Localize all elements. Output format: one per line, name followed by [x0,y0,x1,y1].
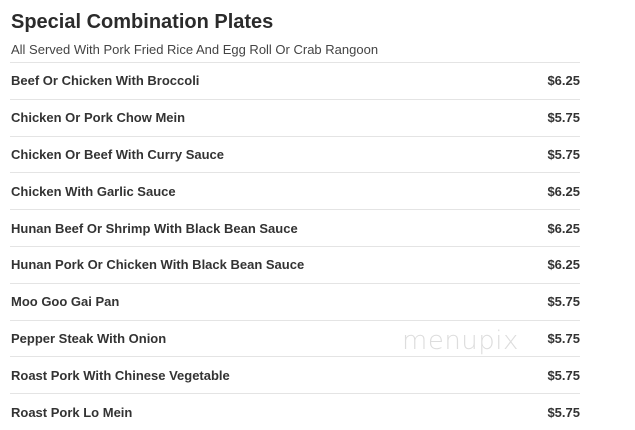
menu-item: Pepper Steak With Onion $5.75 [10,319,580,357]
menu-item: Beef Or Chicken With Broccoli $6.25 [10,62,580,99]
menu-item: Roast Pork Lo Mein $5.75 [10,393,580,430]
menu-item-name: Pepper Steak With Onion [11,330,167,346]
menu-item-name: Chicken Or Pork Chow Mein [11,110,186,126]
menu-item-price: $6.25 [547,73,580,89]
menu-item: Chicken Or Pork Chow Mein $5.75 [10,98,580,136]
watermark-logo: menupix [402,326,519,356]
menu-item-list: Beef Or Chicken With Broccoli $6.25 Chicke… [10,62,580,430]
menu-item-price: $5.75 [547,404,580,420]
section-title: Special Combination Plates [11,11,274,33]
menu-item-name: Roast Pork Lo Mein [11,404,133,420]
menu-item-name: Roast Pork With Chinese Vegetable [11,367,230,383]
menu-item-price: $6.25 [547,257,580,273]
menu-item-name: Chicken With Garlic Sauce [11,183,176,199]
menu-item: Roast Pork With Chinese Vegetable $5.75 [10,356,580,393]
menu-item-price: $5.75 [547,146,580,162]
menu-item-price: $5.75 [547,367,580,383]
menu-item: Chicken With Garlic Sauce $6.25 [10,172,580,209]
menu-item-name: Beef Or Chicken With Broccoli [11,73,200,89]
menu-item-price: $5.75 [547,294,580,310]
menu-item-price: $6.25 [547,183,580,199]
menu-item-price: $5.75 [547,110,580,126]
menu-item: Moo Goo Gai Pan $5.75 [10,282,580,320]
menu-item-name: Hunan Beef Or Shrimp With Black Bean Sau… [11,220,298,236]
menu-item: Hunan Beef Or Shrimp With Black Bean Sau… [10,209,580,246]
menu-item-name: Hunan Pork Or Chicken With Black Bean Sa… [11,257,305,273]
menu-item: Chicken Or Beef With Curry Sauce $5.75 [10,135,580,173]
section-subtitle: All Served With Pork Fried Rice And Egg … [11,42,379,57]
menu-item-price: $6.25 [547,220,580,236]
menu-item: Hunan Pork Or Chicken With Black Bean Sa… [10,245,580,283]
menu-item-name: Chicken Or Beef With Curry Sauce [11,146,224,162]
menu-item-name: Moo Goo Gai Pan [11,294,120,310]
menu-item-price: $5.75 [547,330,580,346]
